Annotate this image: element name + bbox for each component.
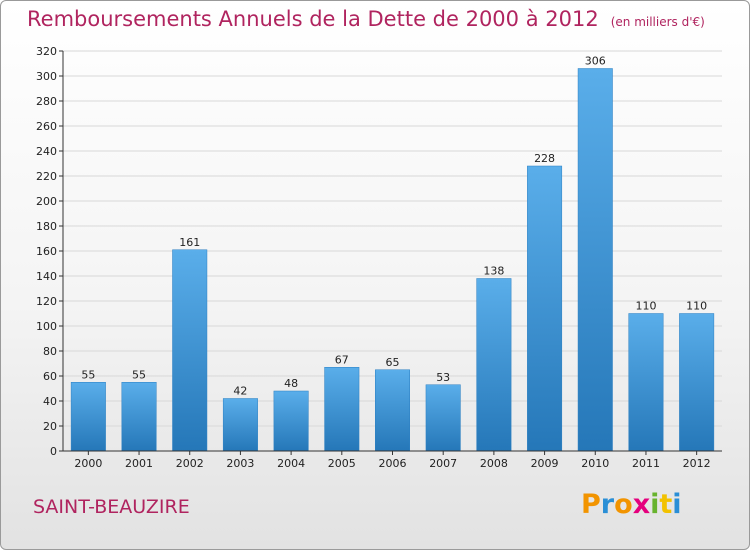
bar — [425, 384, 461, 452]
logo-letter: P — [581, 489, 601, 520]
bar — [476, 278, 512, 452]
data-label: 42 — [233, 385, 247, 398]
x-tick-label: 2008 — [480, 457, 508, 470]
unit-label: (en milliers d'€) — [610, 15, 705, 29]
chart-title: Remboursements Annuels de la Dette de 20… — [27, 7, 705, 31]
x-tick-label: 2003 — [226, 457, 254, 470]
data-label: 48 — [284, 377, 298, 390]
x-tick-label: 2002 — [176, 457, 204, 470]
commune-name: SAINT-BEAUZIRE — [33, 496, 190, 518]
bar — [375, 369, 410, 452]
logo-letter: i — [650, 489, 660, 520]
bar — [324, 367, 360, 452]
y-tick-label: 160 — [36, 245, 57, 258]
x-tick-label: 2001 — [125, 457, 153, 470]
data-label: 65 — [386, 356, 400, 369]
y-tick-label: 20 — [43, 420, 57, 433]
x-tick-label: 2012 — [683, 457, 711, 470]
x-tick-label: 2006 — [379, 457, 407, 470]
x-axis-ticks: 2000 2001 2002 2003 2004 2005 2006 2007 2008 2009… — [74, 451, 711, 470]
data-label: 55 — [81, 368, 95, 381]
data-label: 161 — [179, 236, 200, 249]
logo-letter: o — [614, 489, 633, 520]
bars — [70, 68, 715, 452]
bar — [628, 313, 664, 452]
y-tick-label: 280 — [36, 95, 57, 108]
y-tick-label: 100 — [36, 320, 57, 333]
bar — [222, 398, 258, 452]
data-label: 53 — [436, 371, 450, 384]
x-tick-label: 2004 — [277, 457, 305, 470]
y-tick-label: 220 — [36, 170, 57, 183]
bar — [679, 313, 715, 452]
logo-letter: t — [659, 489, 673, 520]
y-tick-label: 40 — [43, 395, 57, 408]
x-tick-label: 2005 — [328, 457, 356, 470]
data-label: 110 — [635, 300, 656, 313]
y-tick-label: 120 — [36, 295, 57, 308]
bar — [172, 249, 208, 452]
logo-letter: i — [672, 489, 682, 520]
bar — [527, 165, 563, 452]
data-label: 138 — [483, 265, 504, 278]
data-label: 110 — [686, 300, 707, 313]
y-tick-label: 260 — [36, 120, 57, 133]
logo-letter: r — [600, 489, 615, 520]
x-tick-label: 2000 — [74, 457, 102, 470]
data-label: 67 — [335, 353, 349, 366]
y-tick-label: 300 — [36, 70, 57, 83]
x-tick-label: 2007 — [429, 457, 457, 470]
y-tick-label: 140 — [36, 270, 57, 283]
y-tick-label: 60 — [43, 370, 57, 383]
y-tick-label: 180 — [36, 220, 57, 233]
y-tick-label: 240 — [36, 145, 57, 158]
title-text: Remboursements Annuels de la Dette de 20… — [27, 7, 599, 31]
x-tick-label: 2010 — [581, 457, 609, 470]
y-axis-ticks: 0 20 40 60 80 100 120 140 160 180 200 220 240 260 280 3… — [36, 45, 63, 458]
x-tick-label: 2011 — [632, 457, 660, 470]
y-tick-label: 80 — [43, 345, 57, 358]
bar — [70, 382, 106, 452]
y-tick-label: 200 — [36, 195, 57, 208]
bar — [577, 68, 613, 452]
data-labels: 55 55 161 42 48 67 65 53 138 228 306 110 110 — [81, 55, 707, 398]
data-label: 55 — [132, 368, 146, 381]
logo-letter: x — [632, 489, 651, 520]
x-tick-label: 2009 — [531, 457, 559, 470]
y-tick-label: 320 — [36, 45, 57, 58]
data-label: 228 — [534, 152, 555, 165]
data-label: 306 — [585, 55, 606, 68]
proxiti-logo: Proxiti — [581, 489, 682, 520]
bar — [121, 382, 157, 452]
bar — [273, 390, 309, 452]
y-tick-label: 0 — [50, 445, 57, 458]
